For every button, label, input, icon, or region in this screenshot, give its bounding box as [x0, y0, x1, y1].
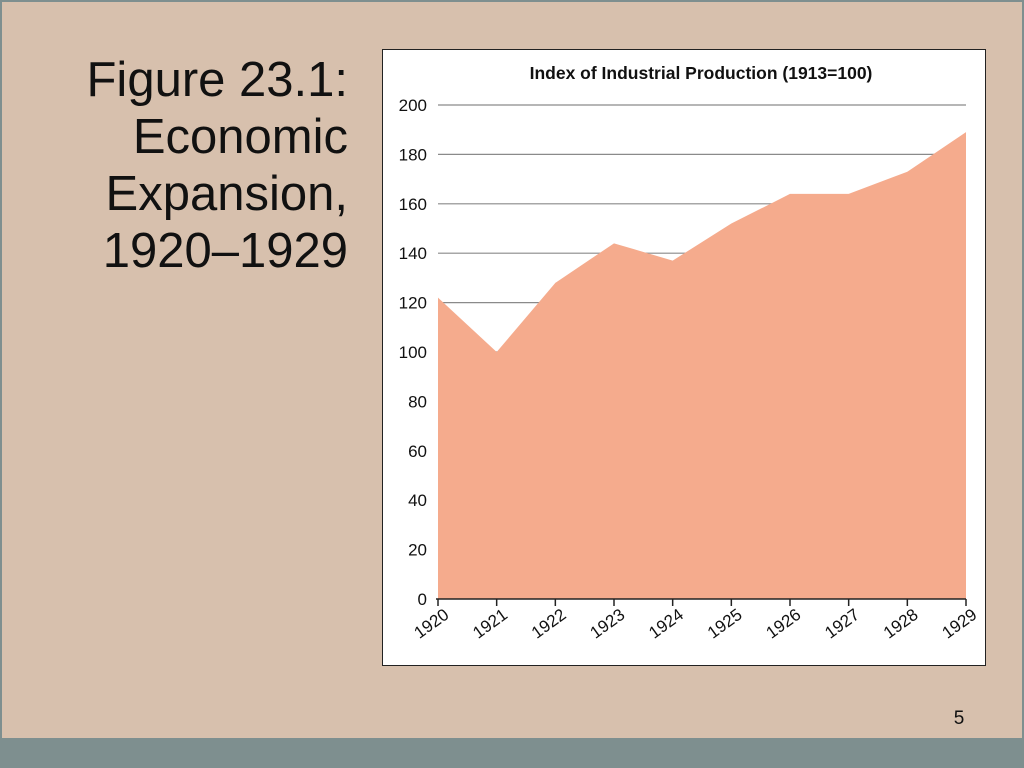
x-tick-label: 1920 — [411, 605, 453, 643]
y-tick-label: 0 — [418, 590, 427, 609]
page-number: 5 — [953, 708, 965, 729]
y-tick-label: 120 — [399, 294, 427, 313]
x-tick-label: 1924 — [645, 605, 687, 643]
y-tick-label: 60 — [408, 442, 427, 461]
x-tick-label: 1922 — [528, 605, 570, 643]
industrial-production-chart: Index of Industrial Production (1913=100… — [399, 63, 981, 643]
slide-title-line: 1920–1929 — [102, 224, 348, 278]
x-tick-label: 1923 — [587, 605, 629, 643]
y-tick-label: 20 — [408, 541, 427, 560]
y-tick-label: 40 — [408, 491, 427, 510]
axes — [436, 598, 967, 606]
y-tick-label: 100 — [399, 343, 427, 362]
slide-title: Figure 23.1: Economic Expansion, 1920–19… — [20, 52, 349, 280]
slide-title-line: Expansion, — [105, 167, 348, 221]
slide-title-line: Economic — [132, 110, 348, 164]
x-tick-label: 1929 — [939, 605, 981, 643]
area-series — [437, 132, 967, 600]
y-tick-label: 200 — [399, 96, 427, 115]
x-tick-label: 1921 — [469, 605, 511, 643]
chart-title: Index of Industrial Production (1913=100… — [530, 63, 873, 83]
x-tick-label: 1927 — [821, 605, 863, 643]
x-tick-label: 1925 — [704, 605, 746, 643]
y-tick-label: 140 — [399, 244, 427, 263]
area-fill — [438, 132, 966, 600]
y-tick-labels: 0 20 40 60 80 100 120 140 160 180 200 — [399, 96, 427, 609]
y-tick-label: 160 — [399, 195, 427, 214]
chart-panel: Index of Industrial Production (1913=100… — [382, 49, 986, 666]
bottom-bar — [0, 738, 1024, 768]
x-tick-labels: 1920 1921 1922 1923 1924 1925 1926 1927 1928 1929 — [411, 605, 981, 643]
x-tick-label: 1926 — [763, 605, 805, 643]
x-tick-label: 1928 — [880, 605, 922, 643]
y-tick-label: 180 — [399, 145, 427, 164]
y-tick-label: 80 — [408, 392, 427, 411]
slide-title-line: Figure 23.1: — [86, 53, 349, 107]
